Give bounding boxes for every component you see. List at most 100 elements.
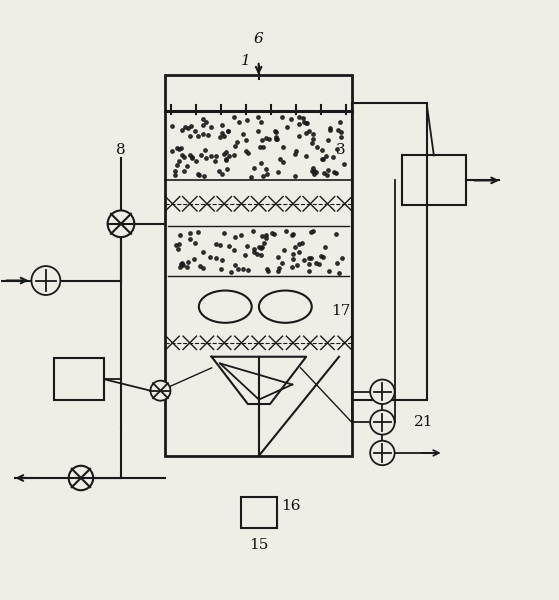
Point (300, 118, 309, 127)
Point (253, 249, 262, 259)
Point (326, 125, 335, 135)
Point (257, 158, 266, 168)
Point (230, 260, 239, 270)
Point (277, 258, 286, 268)
Point (212, 151, 221, 161)
Point (257, 242, 266, 251)
Point (242, 115, 251, 124)
Point (298, 238, 307, 248)
Point (177, 258, 186, 268)
Point (184, 257, 193, 267)
Circle shape (69, 466, 93, 490)
Point (178, 260, 187, 269)
Point (324, 266, 333, 275)
Point (174, 239, 183, 249)
Point (206, 253, 215, 262)
Point (336, 117, 345, 127)
Point (184, 123, 193, 133)
Point (328, 152, 337, 161)
Point (187, 152, 196, 161)
Point (291, 242, 300, 252)
Point (176, 260, 185, 269)
Point (258, 142, 267, 152)
Point (291, 171, 300, 181)
Point (302, 118, 311, 127)
Point (221, 154, 230, 164)
Point (253, 113, 262, 122)
Point (199, 263, 208, 273)
Point (294, 112, 303, 122)
Point (295, 119, 304, 128)
Point (172, 160, 181, 170)
Point (254, 242, 263, 252)
Point (229, 151, 238, 160)
Point (217, 265, 226, 274)
Point (319, 169, 328, 178)
Point (310, 167, 319, 176)
Point (243, 241, 252, 250)
Point (229, 112, 238, 122)
Point (304, 127, 313, 136)
Point (191, 156, 200, 166)
Point (230, 233, 239, 242)
Point (325, 124, 334, 133)
Point (221, 155, 230, 165)
Point (335, 268, 344, 278)
Point (307, 253, 316, 263)
Point (337, 127, 345, 137)
Point (239, 265, 248, 274)
Point (324, 135, 333, 145)
Point (240, 250, 249, 260)
Point (315, 259, 324, 269)
Point (198, 129, 207, 139)
Point (241, 136, 250, 145)
Point (295, 247, 304, 257)
Point (307, 138, 316, 148)
Point (309, 227, 318, 236)
Point (305, 253, 314, 263)
Point (300, 256, 309, 265)
Point (288, 230, 297, 239)
Point (312, 167, 321, 176)
Text: 16: 16 (281, 499, 300, 513)
Point (272, 133, 281, 142)
Point (307, 167, 316, 176)
Point (182, 161, 191, 171)
Circle shape (370, 441, 395, 465)
Point (172, 240, 181, 250)
Point (195, 170, 204, 179)
Point (331, 168, 340, 178)
Point (206, 122, 215, 131)
Point (256, 118, 265, 127)
Point (302, 119, 311, 128)
Point (261, 233, 270, 243)
Point (179, 166, 188, 176)
Point (329, 167, 338, 177)
Point (277, 113, 286, 122)
Point (218, 255, 227, 265)
Point (308, 130, 317, 139)
Point (193, 227, 202, 237)
Point (173, 143, 182, 152)
Point (211, 253, 220, 262)
Point (176, 230, 184, 239)
Point (249, 164, 258, 173)
Point (187, 121, 196, 131)
Point (227, 267, 236, 277)
Point (221, 147, 230, 157)
Point (194, 169, 203, 179)
Point (174, 144, 183, 154)
Point (201, 146, 210, 155)
Point (186, 131, 195, 140)
Point (308, 134, 317, 144)
Text: 3: 3 (336, 143, 345, 157)
Text: 8: 8 (116, 143, 126, 157)
Point (269, 229, 278, 238)
Point (263, 264, 272, 274)
Point (337, 253, 346, 262)
Point (288, 254, 297, 263)
Point (250, 245, 259, 254)
Point (292, 260, 301, 270)
Circle shape (150, 380, 170, 401)
Point (178, 125, 187, 135)
